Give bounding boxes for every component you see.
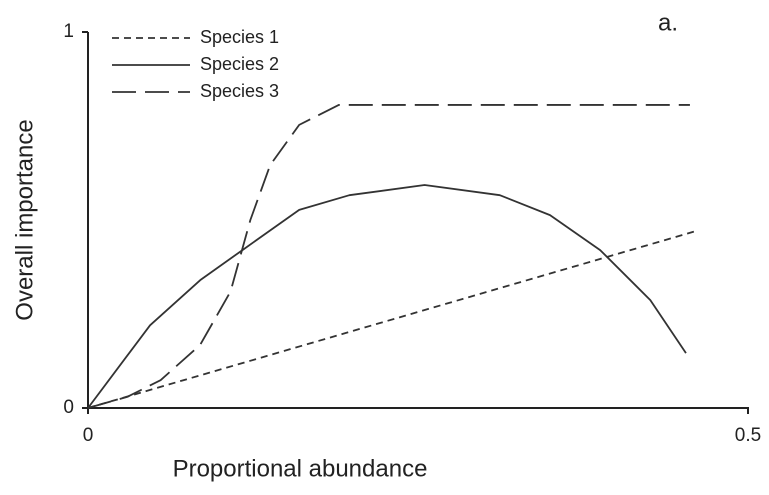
legend-label: Species 2	[200, 54, 279, 74]
series-line	[87, 104, 690, 409]
x-tick-label: 0	[83, 425, 94, 446]
x-tick-label: 0.5	[735, 425, 761, 446]
y-tick-label: 0	[63, 397, 74, 418]
y-tick-label: 1	[63, 21, 74, 42]
y-axis-label: Overall importance	[11, 119, 38, 320]
series-line	[87, 230, 696, 409]
annotation: a.	[658, 9, 678, 36]
series-line	[87, 184, 687, 409]
x-axis-label: Proportional abundance	[173, 455, 428, 482]
legend-label: Species 3	[200, 81, 279, 101]
legend-label: Species 1	[200, 27, 279, 47]
